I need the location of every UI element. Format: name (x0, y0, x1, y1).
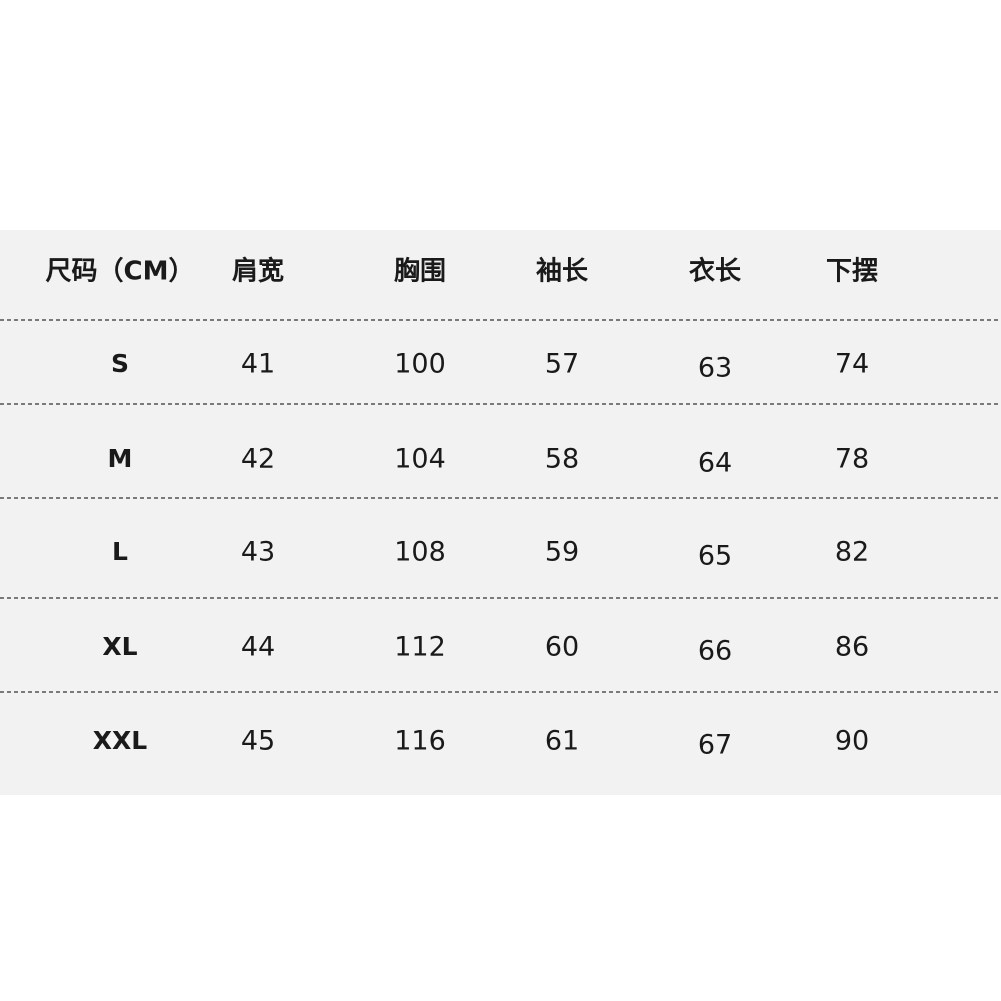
header-cell: 肩宽 (232, 256, 284, 287)
value-cell: 57 (545, 349, 579, 380)
value-cell: 43 (241, 537, 275, 568)
size-cell: S (111, 349, 129, 378)
value-cell: 60 (545, 632, 579, 663)
value-cell: 66 (698, 636, 732, 667)
header-cell: 袖长 (536, 256, 589, 287)
value-cell: 64 (698, 448, 732, 479)
value-cell: 108 (394, 537, 446, 568)
value-cell: 67 (698, 730, 732, 761)
value-cell: 100 (394, 349, 446, 380)
header-cell: 下摆 (826, 257, 878, 287)
value-cell: 90 (835, 726, 869, 757)
value-cell: 104 (394, 444, 446, 475)
value-cell: 74 (835, 349, 869, 380)
value-cell: 61 (545, 726, 579, 757)
value-cell: 78 (835, 444, 869, 475)
value-cell: 59 (545, 537, 579, 568)
size-cell: XXL (93, 726, 148, 755)
value-cell: 58 (545, 444, 579, 475)
header-cell: 衣长 (689, 256, 742, 287)
value-cell: 45 (241, 726, 275, 757)
value-cell: 65 (698, 541, 732, 572)
value-cell: 44 (241, 632, 275, 663)
header-cell: 胸围 (394, 257, 446, 287)
value-cell: 42 (241, 444, 275, 475)
size-cell: L (112, 537, 128, 566)
size-cell: M (108, 444, 133, 473)
value-cell: 112 (394, 632, 446, 663)
table-band (0, 230, 1001, 795)
value-cell: 82 (835, 537, 869, 568)
value-cell: 86 (835, 632, 869, 663)
value-cell: 116 (394, 726, 446, 757)
header-cell: 尺码（CM） (46, 257, 195, 287)
size-cell: XL (102, 632, 137, 661)
value-cell: 41 (241, 349, 275, 380)
value-cell: 63 (698, 353, 732, 384)
